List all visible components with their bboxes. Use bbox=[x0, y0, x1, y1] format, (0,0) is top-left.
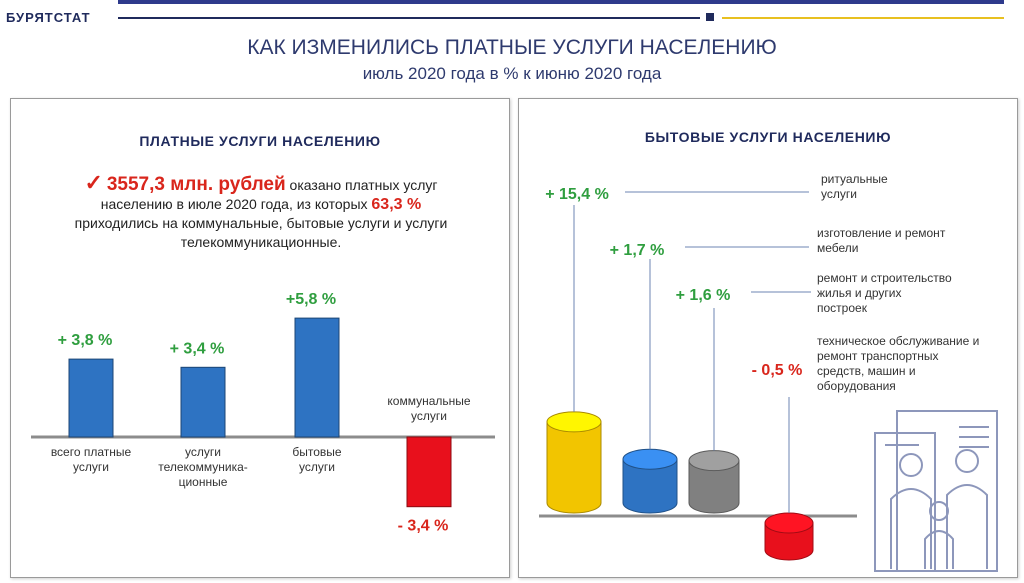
building-outline bbox=[896, 410, 998, 572]
value-label: - 3,4 % bbox=[398, 518, 449, 535]
header-line-gold bbox=[722, 17, 1004, 19]
bar bbox=[68, 358, 114, 438]
category-label: услуги bbox=[299, 460, 335, 474]
family-icon bbox=[874, 410, 998, 572]
value-label: + 3,8 % bbox=[58, 332, 113, 349]
value-label: + 15,4 % bbox=[545, 186, 609, 203]
cylinder-body bbox=[764, 522, 814, 561]
category-label: ритуальные bbox=[821, 172, 888, 186]
adult-head-2 bbox=[955, 449, 979, 473]
household-services-chart: + 15,4 % + 1,7 % + 1,6 % - 0,5 % ритуальныеу… bbox=[539, 172, 998, 572]
household-services-title: БЫТОВЫЕ УСЛУГИ НАСЕЛЕНИЮ bbox=[644, 129, 892, 145]
category-label: построек bbox=[817, 301, 868, 315]
child-head bbox=[929, 501, 949, 521]
bar bbox=[294, 317, 340, 438]
cylinder-body bbox=[546, 421, 602, 514]
bar bbox=[406, 436, 452, 508]
value-label: +5,8 % bbox=[286, 291, 336, 308]
adult-head bbox=[899, 453, 923, 477]
value-label: + 3,4 % bbox=[170, 340, 225, 357]
header-line-navy bbox=[118, 17, 700, 19]
paid-services-panel: ПЛАТНЫЕ УСЛУГИ НАСЕЛЕНИЮ ✓ 3557,3 млн. р… bbox=[10, 98, 510, 578]
category-label: ремонт и строительство bbox=[817, 271, 952, 285]
cylinder-top bbox=[622, 448, 678, 470]
summary-amount: 3557,3 млн. рублей bbox=[106, 174, 286, 195]
summary-text-2: населению в июле 2020 года, из которых bbox=[100, 196, 372, 212]
checkmark-icon: ✓ bbox=[84, 170, 103, 195]
page-title: КАК ИЗМЕНИЛИСЬ ПЛАТНЫЕ УСЛУГИ НАСЕЛЕНИЮ bbox=[247, 36, 777, 59]
category-label: услуги bbox=[73, 460, 109, 474]
household-services-panel: БЫТОВЫЕ УСЛУГИ НАСЕЛЕНИЮ + 15,4 % + 1,7 %… bbox=[518, 98, 1018, 578]
category-label: коммунальные bbox=[387, 394, 471, 408]
page-subtitle: июль 2020 года в % к июню 2020 года bbox=[362, 64, 662, 83]
bar bbox=[180, 366, 226, 438]
category-label: изготовление и ремонт bbox=[817, 226, 946, 240]
paid-services-title: ПЛАТНЫЕ УСЛУГИ НАСЕЛЕНИЮ bbox=[139, 133, 381, 149]
header-square bbox=[706, 13, 714, 21]
category-label: бытовые bbox=[292, 445, 342, 459]
cylinder-body bbox=[622, 458, 678, 514]
header-line-top bbox=[118, 0, 1004, 4]
cylinder-top bbox=[546, 411, 602, 433]
paid-services-summary: ✓ 3557,3 млн. рублей оказано платных усл… bbox=[19, 170, 503, 252]
value-label: + 1,7 % bbox=[610, 242, 665, 259]
cylinder-top bbox=[764, 512, 814, 534]
category-label: жилья и других bbox=[817, 286, 901, 300]
summary-text-1: оказано платных услуг bbox=[285, 177, 438, 193]
adult-body bbox=[890, 488, 932, 569]
category-label: всего платные bbox=[51, 445, 132, 459]
category-label: услуги bbox=[185, 445, 221, 459]
value-label: + 1,6 % bbox=[676, 287, 731, 304]
category-label: ремонт транспортных bbox=[817, 349, 939, 363]
summary-text-3: приходились на коммунальные, бытовые усл… bbox=[74, 215, 448, 231]
category-label: средств, машин и bbox=[817, 364, 916, 378]
summary-share: 63,3 % bbox=[371, 196, 422, 213]
category-label: ционные bbox=[179, 475, 228, 489]
category-label: телекоммуника- bbox=[158, 460, 248, 474]
cylinder-body bbox=[688, 460, 740, 514]
category-label: услуги bbox=[411, 409, 447, 423]
child-body bbox=[924, 530, 954, 569]
value-label: - 0,5 % bbox=[752, 362, 803, 379]
brand-logo-text: БУРЯТСТАТ bbox=[6, 10, 91, 25]
category-label: техническое обслуживание и bbox=[817, 334, 979, 348]
summary-text-4: телекоммуникационные. bbox=[180, 234, 342, 250]
category-label: оборудования bbox=[817, 379, 896, 393]
category-label: мебели bbox=[817, 241, 859, 255]
adult-body-2 bbox=[946, 484, 988, 569]
cylinder-top bbox=[688, 450, 740, 472]
category-label: услуги bbox=[821, 187, 857, 201]
